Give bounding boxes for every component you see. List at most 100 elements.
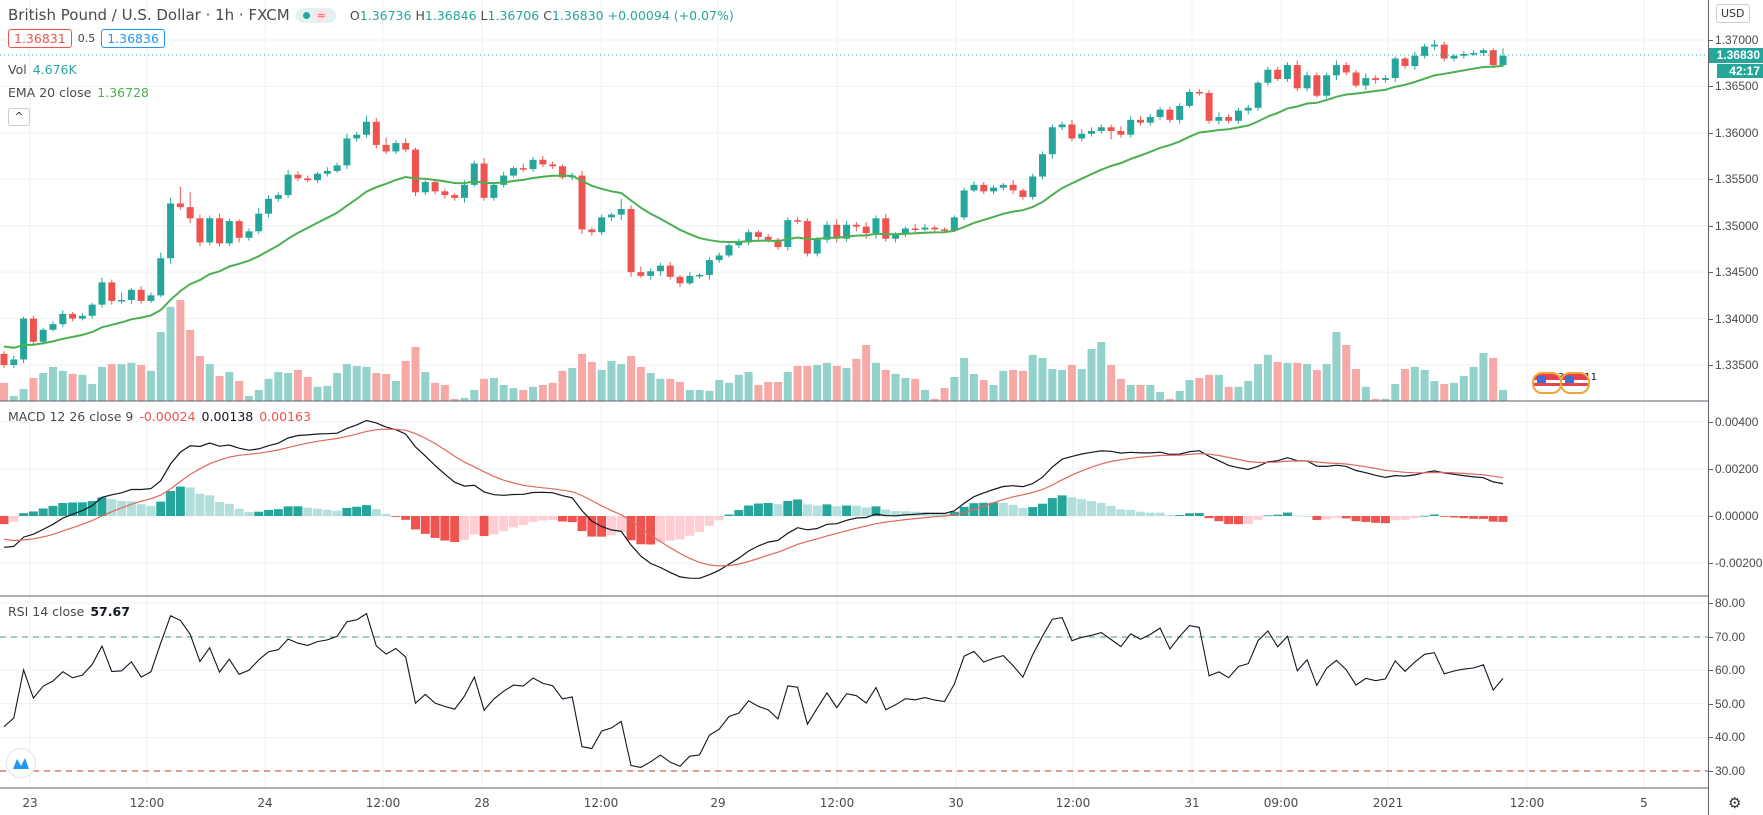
candle-body (686, 275, 694, 284)
candle-body (823, 224, 831, 240)
macd-histogram-bar (822, 504, 832, 516)
macd-histogram-bar (1067, 497, 1077, 516)
volume-bar (391, 381, 400, 401)
candle-body (1440, 44, 1448, 59)
volume-legend[interactable]: Vol 4.676K (8, 62, 77, 77)
market-open-icon (302, 11, 310, 19)
macd-histogram-bar (1135, 511, 1145, 516)
macd-histogram-bar (1038, 503, 1048, 516)
macd-legend[interactable]: MACD 12 26 close 9 -0.00024 0.00138 0.00… (8, 409, 311, 424)
rsi-legend[interactable]: RSI 14 close 57.67 (8, 604, 130, 619)
candle-body (59, 313, 67, 325)
volume-bar (1048, 369, 1057, 401)
candle-body (392, 143, 400, 152)
volume-bar (1107, 365, 1116, 401)
economic-events-marker[interactable]: 3 11 (1532, 372, 1597, 394)
volume-bar (235, 381, 244, 401)
volume-bar (1420, 369, 1429, 401)
volume-bar (440, 385, 449, 401)
macd-histogram-bar (391, 516, 401, 517)
macd-hist-value: -0.00024 (139, 409, 196, 424)
candle-body (323, 170, 331, 174)
candle-body (372, 121, 380, 145)
candle-body (1097, 127, 1105, 132)
macd-histogram-bar (1371, 516, 1381, 523)
volume-bar (656, 378, 665, 401)
volume-bar (352, 365, 361, 401)
volume-bar (979, 380, 988, 401)
volume-bar (176, 300, 185, 401)
candle-body (470, 163, 478, 185)
macd-histogram-bar (793, 499, 803, 516)
volume-bar (1146, 385, 1155, 401)
macd-histogram-bar (871, 506, 881, 516)
candle-body (941, 229, 949, 231)
volume-bar (989, 385, 998, 401)
volume-bar (489, 377, 498, 401)
volume-bar (323, 385, 332, 401)
volume-bar (1136, 385, 1145, 401)
volume-bar (1126, 385, 1135, 401)
currency-button[interactable]: USD (1716, 4, 1750, 23)
volume-bar (1165, 398, 1174, 401)
sell-button[interactable]: 1.36831 (8, 29, 72, 48)
buy-button[interactable]: 1.36836 (101, 29, 165, 48)
candle-body (784, 220, 792, 248)
tradingview-logo-icon[interactable] (6, 748, 36, 778)
volume-bar (254, 389, 263, 401)
settings-gear-icon[interactable]: ⚙ (1728, 794, 1742, 812)
macd-histogram-bar (1106, 505, 1116, 516)
chart-canvas[interactable] (0, 0, 1708, 815)
candle-body (206, 218, 214, 243)
volume-bar (58, 370, 67, 401)
volume-bar (1018, 370, 1027, 401)
volume-bar (1116, 378, 1125, 401)
volume-bar (1401, 369, 1410, 401)
candle-body (980, 184, 988, 192)
macd-tick-label: 0.00200 (1708, 462, 1759, 476)
macd-histogram-bar (881, 509, 891, 516)
symbol-legend: British Pound / U.S. Dollar · 1h · FXCM … (8, 6, 734, 24)
macd-histogram-bar (126, 501, 136, 516)
candle-body (1225, 117, 1233, 121)
macd-histogram-bar (195, 493, 205, 516)
ema-legend[interactable]: EMA 20 close 1.36728 (8, 85, 149, 100)
macd-histogram-bar (763, 503, 773, 516)
macd-histogram-bar (773, 504, 783, 516)
price-axis[interactable]: 1.36830 42:17 ⚙ 1.37000 1.36500 1.36000 1.3… (1708, 0, 1763, 815)
symbol-title[interactable]: British Pound / U.S. Dollar · 1h · FXCM (8, 6, 290, 24)
candle-body (1107, 127, 1115, 132)
macd-histogram-bar (283, 506, 293, 516)
collapse-legend-button[interactable]: ^ (8, 108, 30, 126)
candle-body (1058, 124, 1066, 128)
candle-body (735, 242, 743, 246)
candle-body (10, 359, 18, 366)
volume-value: 4.676K (32, 62, 77, 77)
volume-bar (146, 370, 155, 401)
macd-histogram-bar (704, 516, 714, 526)
candle-body (1332, 65, 1340, 76)
macd-histogram-bar (528, 516, 538, 522)
macd-histogram-bar (450, 516, 460, 542)
candle-body (314, 173, 322, 181)
macd-histogram-bar (107, 499, 117, 516)
volume-bar (705, 390, 714, 401)
macd-histogram-bar (665, 516, 675, 541)
candle-body (480, 163, 488, 198)
rsi-tick-label: 60.00 (1708, 663, 1746, 678)
time-tick-label: 12:00 (819, 796, 855, 810)
candle-body (1293, 65, 1301, 89)
macd-histogram-bar (332, 510, 342, 516)
volume-bar (78, 374, 87, 401)
macd-histogram-bar (48, 505, 58, 516)
volume-bar (1391, 384, 1400, 401)
macd-histogram-bar (9, 516, 19, 522)
time-tick-label: 12:00 (365, 796, 401, 810)
market-status-badge[interactable]: ≈ (295, 7, 336, 23)
bar-countdown-label: 42:17 (1717, 64, 1763, 78)
macd-histogram-bar (1282, 512, 1292, 516)
macd-histogram-bar (224, 503, 234, 516)
macd-histogram-bar (469, 516, 479, 535)
volume-bar (871, 362, 880, 401)
volume-bar (1009, 369, 1018, 401)
